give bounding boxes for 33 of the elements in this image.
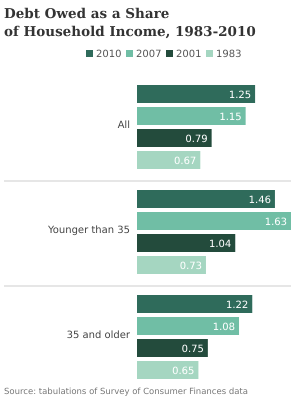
y-tick-label: Younger than 35 bbox=[47, 225, 130, 236]
chart-title: Debt Owed as a Share of Household Income, 1983-2010 bbox=[4, 6, 256, 40]
bar bbox=[137, 129, 212, 147]
bar bbox=[137, 151, 200, 169]
bar bbox=[137, 107, 246, 125]
bar bbox=[137, 317, 240, 335]
y-tick-label: 35 and older bbox=[66, 330, 131, 341]
bar bbox=[137, 295, 252, 313]
bar bbox=[137, 190, 275, 208]
data-label: 1.08 bbox=[212, 322, 236, 333]
annotation: Source: tabulations of Survey of Consumer Finances data bbox=[4, 387, 248, 397]
legend-label: 2001 bbox=[176, 49, 202, 60]
bar bbox=[137, 339, 208, 357]
data-label: 1.25 bbox=[228, 90, 252, 101]
data-label: 0.65 bbox=[172, 366, 194, 377]
bar bbox=[137, 361, 198, 379]
legend-label: 2007 bbox=[136, 49, 162, 60]
data-label: 1.15 bbox=[219, 112, 242, 123]
y-tick-label: All bbox=[118, 120, 130, 131]
data-label: 0.67 bbox=[174, 156, 196, 167]
data-label: 0.79 bbox=[185, 134, 208, 145]
bar bbox=[137, 85, 256, 103]
legend-label: 1983 bbox=[216, 49, 242, 60]
bar bbox=[137, 256, 206, 274]
data-label: 1.46 bbox=[248, 195, 271, 206]
bar bbox=[137, 234, 236, 252]
data-label: 1.63 bbox=[264, 217, 287, 228]
data-label: 0.73 bbox=[180, 261, 202, 272]
data-label: 0.75 bbox=[182, 344, 204, 355]
bar bbox=[137, 212, 291, 230]
data-label: 1.22 bbox=[226, 300, 248, 311]
legend-label: 2010 bbox=[96, 49, 122, 60]
data-label: 1.04 bbox=[208, 239, 232, 250]
